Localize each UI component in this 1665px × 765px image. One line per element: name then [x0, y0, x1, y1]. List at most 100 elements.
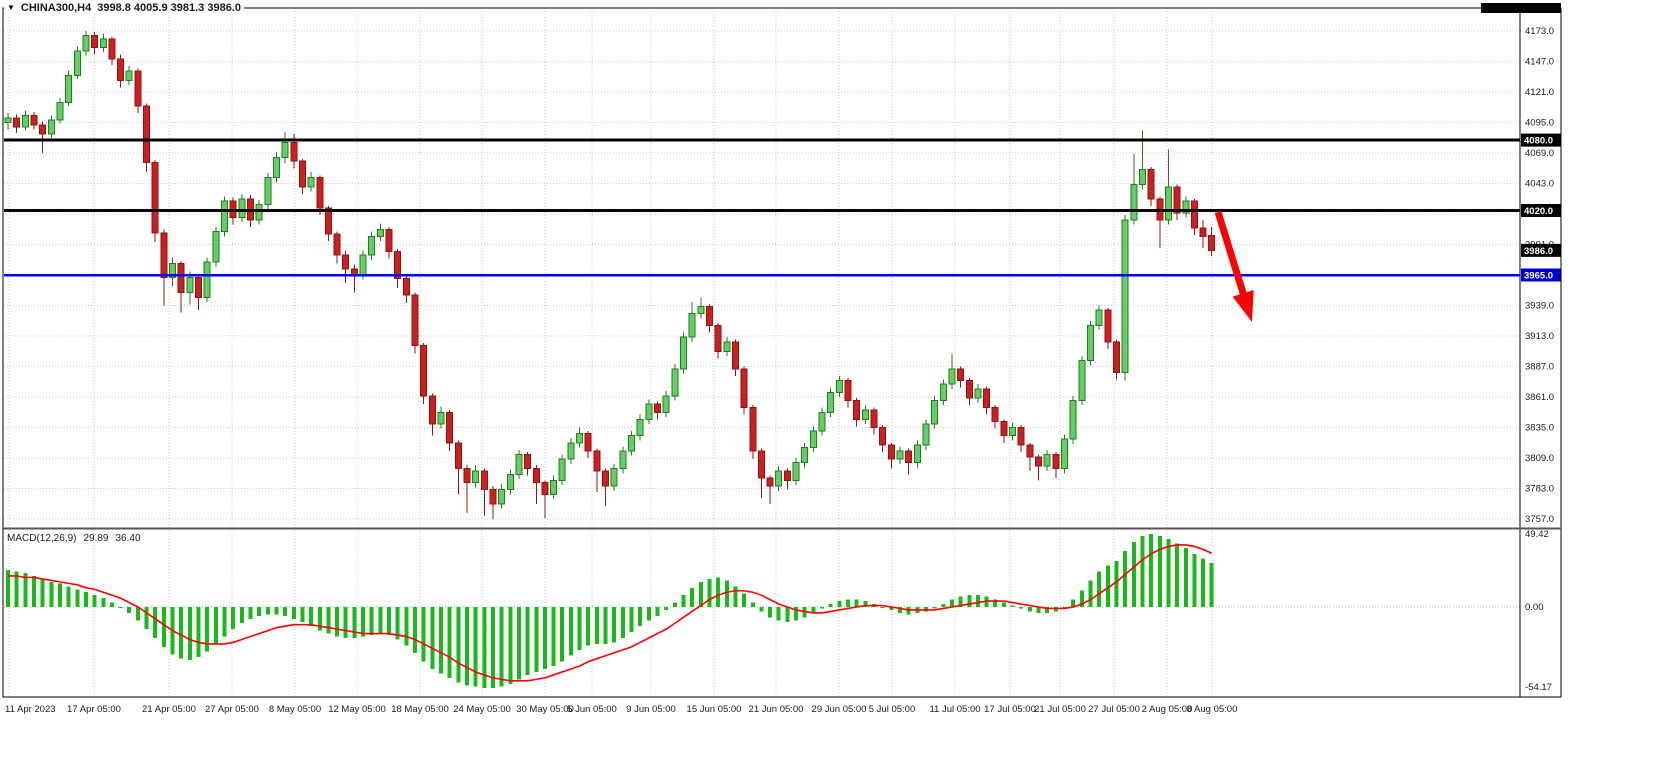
candle-body	[766, 477, 774, 487]
candle-body	[679, 336, 687, 370]
macd-histogram-bar	[1140, 536, 1145, 607]
macd-histogram-bar	[1019, 606, 1024, 609]
macd-histogram-bar	[742, 593, 747, 607]
macd-histogram-bar	[646, 606, 651, 621]
candle-body	[887, 444, 895, 460]
macd-histogram-bar	[144, 606, 149, 630]
candle-body	[437, 411, 445, 425]
macd-histogram-bar	[638, 606, 643, 627]
trend-arrow-head[interactable]	[1232, 290, 1254, 322]
macd-histogram-bar	[57, 583, 62, 607]
price-axis-label: 3887.0	[1525, 362, 1554, 373]
candle-body	[151, 161, 159, 234]
candle-body	[1138, 168, 1146, 186]
symbol-title: CHINA300,H4	[20, 2, 92, 14]
macd-histogram-bar	[1010, 605, 1015, 607]
candle-body	[333, 233, 341, 256]
macd-histogram-bar	[66, 586, 71, 607]
candle-body	[1009, 427, 1017, 437]
price-axis-label: 4043.0	[1525, 179, 1554, 190]
macd-histogram-bar	[361, 606, 366, 637]
candle-body	[853, 400, 861, 420]
macd-indicator-label: MACD(12,26,9) 29.89 36.40	[7, 533, 141, 544]
candle-body	[541, 482, 549, 495]
price-axis-label: 4069.0	[1525, 148, 1554, 159]
macd-histogram-bar	[508, 606, 513, 684]
macd-axis-label: -54.17	[1525, 682, 1552, 693]
candle-body	[619, 450, 627, 470]
candle-body	[844, 380, 852, 402]
candle-body	[480, 470, 488, 491]
candle-body	[783, 470, 791, 481]
candle-body	[1052, 453, 1060, 470]
macd-signal-line	[8, 544, 1213, 682]
candle-body	[870, 409, 878, 428]
candle-body	[809, 430, 817, 448]
symbol-header: ▼ CHINA300,H4 3998.8 4005.9 3981.3 3986.…	[4, 1, 244, 15]
candle-body	[515, 453, 523, 475]
candle-body	[688, 313, 696, 338]
candle-body	[731, 341, 739, 370]
macd-histogram-bar	[820, 606, 825, 609]
candle-body	[195, 276, 203, 298]
macd-histogram-bar	[1183, 547, 1188, 607]
macd-histogram-bar	[681, 595, 686, 607]
macd-histogram-bar	[430, 606, 435, 670]
candle-body	[472, 470, 480, 484]
candle-body	[705, 306, 713, 326]
macd-histogram-bar	[265, 606, 270, 615]
candle-body	[524, 453, 532, 470]
macd-histogram-bar	[759, 606, 764, 612]
candle-body	[1061, 438, 1069, 470]
macd-histogram-bar	[828, 604, 833, 607]
candle-body	[775, 470, 783, 487]
macd-histogram-bar	[854, 599, 859, 607]
macd-histogram-bar	[118, 606, 123, 608]
macd-histogram-bar	[1123, 550, 1128, 607]
macd-histogram-bar	[594, 606, 599, 644]
candle-body	[1199, 227, 1207, 237]
macd-histogram-bar	[733, 586, 738, 607]
macd-histogram-bar	[6, 570, 10, 607]
macd-histogram-bar	[404, 606, 409, 646]
price-axis-label: 3913.0	[1525, 331, 1554, 342]
macd-histogram-bar	[421, 606, 426, 662]
symbol-dropdown-icon[interactable]: ▼	[7, 3, 15, 12]
macd-histogram-bar	[949, 599, 954, 607]
candle-body	[91, 35, 99, 48]
horizontal-level-lines[interactable]	[4, 138, 1520, 277]
candle-body	[4, 117, 12, 124]
candle-body	[65, 75, 73, 104]
candle-body	[324, 207, 332, 235]
macd-histogram-bar	[690, 587, 695, 607]
macd-histogram-bar	[1209, 562, 1214, 607]
time-axis-label: 9 Jun 05:00	[626, 704, 676, 715]
candle-body	[30, 114, 38, 126]
candle-body	[965, 380, 973, 399]
macd-histogram-bar	[629, 606, 634, 633]
price-badge-label: 3986.0	[1524, 246, 1553, 257]
trend-arrow-shaft[interactable]	[1214, 210, 1249, 303]
candle-body	[723, 341, 731, 352]
candle-body	[1095, 309, 1103, 326]
candle-body	[654, 403, 661, 413]
candle-body	[342, 254, 350, 270]
annotations[interactable]	[1214, 210, 1254, 322]
macd-histogram-bar	[326, 606, 331, 634]
candle-body	[255, 204, 263, 221]
candle-body	[714, 324, 722, 352]
macd-histogram-bar	[785, 606, 790, 622]
candle-body	[645, 403, 653, 420]
macd-histogram-bar	[1131, 542, 1136, 607]
macd-histogram-bar	[153, 606, 158, 639]
candle-body	[13, 117, 21, 128]
candles	[4, 31, 1216, 519]
macd-histogram-bar	[958, 596, 963, 607]
macd-histogram-bar	[1088, 580, 1093, 607]
time-axis-label: 11 Jul 05:00	[929, 704, 980, 715]
candle-body	[991, 407, 999, 423]
macd-histogram-bar	[23, 573, 28, 607]
candle-body	[922, 423, 930, 446]
macd-histogram-bar	[1001, 602, 1006, 607]
